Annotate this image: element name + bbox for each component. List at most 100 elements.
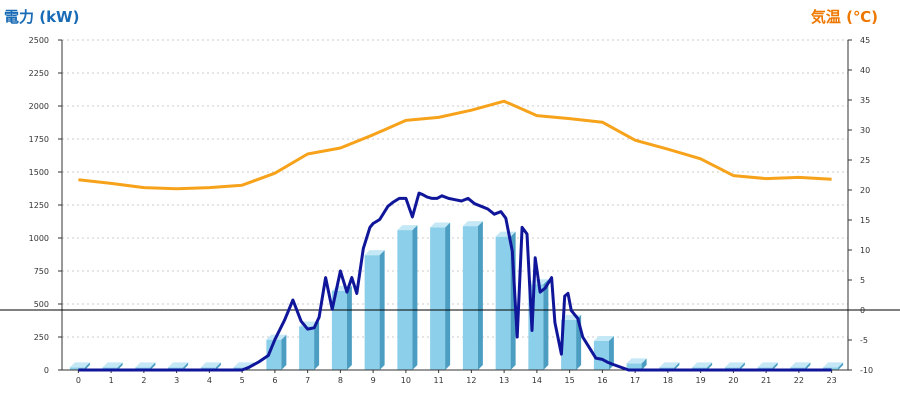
power-bar-front [626,363,642,370]
power-bar-side [412,225,418,370]
power-bar-front [462,226,478,370]
power-bar-top [626,358,647,364]
power-bar-front [593,340,609,370]
power-bar-front [299,326,315,370]
right-tick-label: 0 [860,306,865,315]
power-bar-front [331,290,347,370]
power-bar-top [364,250,385,256]
x-tick-label: 23 [827,376,837,385]
power-bar-side [674,362,680,370]
power-bar-top [724,362,745,368]
left-tick-label: 2500 [29,36,49,45]
x-tick-label: 20 [728,376,738,385]
power-bar-top [692,362,713,368]
power-bar [397,225,418,370]
power-bar-side [543,279,549,370]
power-bar-top [135,362,156,368]
x-tick-label: 2 [141,376,146,385]
power-bar-front [364,255,380,370]
temperature-line-layer [78,99,832,191]
power-bar-top [397,225,418,231]
power-bar-side [84,362,90,370]
x-tick-label: 19 [696,376,706,385]
power-bar-side [838,362,844,370]
power-bar-front [69,367,85,370]
x-tick-label: 7 [305,376,310,385]
left-tick-label: 1500 [29,168,49,177]
x-tick-label: 17 [630,376,640,385]
power-bar-top [659,362,680,368]
power-bar-top [200,362,221,368]
power-bar-top [168,362,189,368]
x-tick-label: 15 [565,376,575,385]
power-bar-side [445,222,451,370]
right-tick-label: -5 [860,336,868,345]
power-bar-front [430,227,446,370]
power-bar-top [462,221,483,227]
power-bar-side [641,358,647,370]
power-bar [430,222,451,370]
x-tick-label: 0 [76,376,81,385]
left-tick-label: 2000 [29,102,49,111]
x-tick-label: 13 [499,376,509,385]
left-tick-label: 500 [34,300,49,309]
right-axis-title: 気温 (℃) [810,8,878,26]
right-tick-label: 20 [860,186,870,195]
power-bar-side [477,221,483,370]
x-tick-label: 14 [532,376,542,385]
power-bar-side [739,362,745,370]
x-tick-label: 18 [663,376,673,385]
x-tick-label: 3 [174,376,179,385]
power-bar-front [397,230,413,370]
left-tick-label: 250 [34,333,49,342]
power-bar [593,335,614,370]
right-tick-label: 35 [860,96,870,105]
right-tick-label: 40 [860,66,870,75]
right-tick-label: 10 [860,246,870,255]
power-bar-side [772,362,778,370]
power-line-layer [78,191,832,372]
power-bar-side [346,285,352,370]
left-tick-label: 1000 [29,234,49,243]
right-tick-label: 25 [860,156,870,165]
left-tick-label: 0 [44,366,49,375]
power-line [78,191,832,372]
power-bar [69,362,90,370]
power-bar-front [561,319,577,370]
tick-labels: 02505007501000125015001750200022502500-1… [29,36,873,385]
x-tick-label: 12 [466,376,476,385]
temperature-line [78,99,832,191]
left-tick-label: 1250 [29,201,49,210]
right-tick-label: 45 [860,36,870,45]
left-tick-label: 2250 [29,69,49,78]
power-bar [626,358,647,370]
power-bar-top [593,335,614,341]
power-bar-side [608,335,614,370]
power-bar-top [823,362,844,368]
power-bars [69,221,844,370]
power-bar-top [102,362,123,368]
power-bar [462,221,483,370]
power-bar-side [215,362,221,370]
left-axis-title: 電力 (kW) [4,8,80,26]
right-tick-label: 30 [860,126,870,135]
x-tick-label: 6 [272,376,277,385]
x-tick-label: 21 [761,376,771,385]
power-bar-side [707,362,713,370]
x-tick-label: 9 [371,376,376,385]
power-bar-top [430,222,451,228]
power-bar-side [183,362,189,370]
left-tick-label: 750 [34,267,49,276]
x-tick-label: 5 [240,376,245,385]
power-bar-side [150,362,156,370]
x-tick-label: 10 [401,376,411,385]
power-bar [331,285,352,370]
power-bar-side [805,362,811,370]
power-bar-top [790,362,811,368]
x-tick-label: 4 [207,376,212,385]
x-tick-label: 1 [109,376,114,385]
grid-lines [62,39,848,338]
power-bar-side [117,362,123,370]
right-tick-label: 5 [860,276,865,285]
